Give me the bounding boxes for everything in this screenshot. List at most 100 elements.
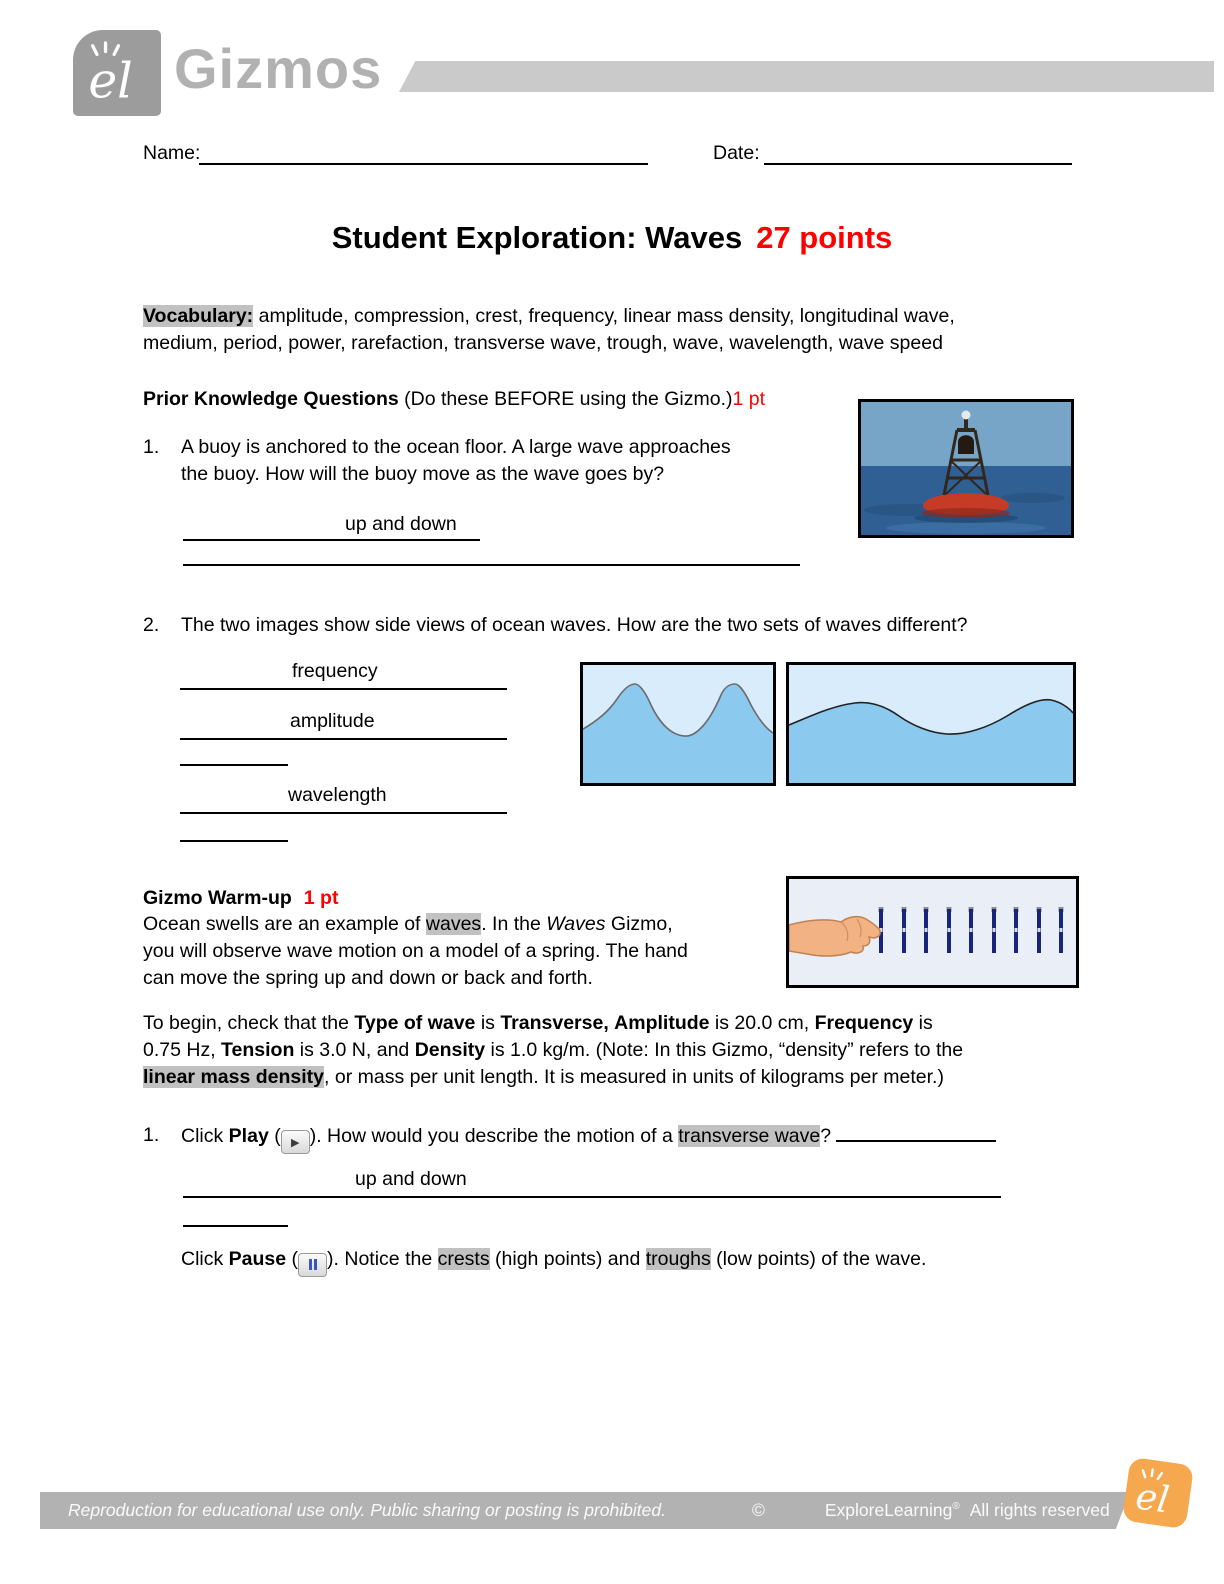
gizmos-brand: Gizmos: [174, 37, 383, 100]
vocabulary-paragraph: Vocabulary: amplitude, compression, cres…: [143, 303, 955, 357]
warmup-l1r5: Gizmo,: [605, 913, 673, 935]
pq-play-word: Play: [228, 1125, 269, 1147]
spring-hand-image: [788, 879, 1076, 985]
question2-number: 2.: [143, 614, 160, 636]
el-monogram-footer-text: el: [1133, 1474, 1172, 1521]
pause-instruction-line: Click Pause (). Notice the crests (high …: [181, 1246, 926, 1277]
question2-text: The two images show side views of ocean …: [181, 614, 968, 636]
pl-r8: (low points) of the wave.: [710, 1248, 927, 1270]
question1-text: A buoy is anchored to the ocean floor. A…: [181, 434, 731, 488]
gentle-waves-illustration: [788, 665, 1074, 783]
prior-points: 1 pt: [732, 388, 766, 410]
question1-answer-text: up and down: [345, 513, 457, 535]
question2-answer-amplitude: amplitude: [180, 708, 507, 740]
buoy-photo: [858, 399, 1074, 538]
footer-legal-text: Reproduction for educational use only. P…: [68, 1500, 666, 1520]
steep-waves-illustration: [582, 665, 774, 783]
title-main: Student Exploration: Waves: [331, 220, 743, 255]
play-question-number: 1.: [143, 1124, 160, 1146]
vocabulary-terms-1: amplitude, compression, crest, frequency…: [253, 305, 955, 327]
warmup-l1r1: Ocean swells are an example of: [143, 913, 426, 935]
question1-answer-line2: [183, 550, 800, 566]
pl-r3: (: [286, 1248, 299, 1270]
warmup-term-waves: waves: [425, 913, 482, 935]
name-label: Name:: [143, 142, 201, 164]
el-monogram-icon: el: [88, 41, 133, 109]
explorelearning-logo: el: [73, 30, 161, 116]
pq-r6: ?: [820, 1125, 832, 1147]
tb-type-of-wave: Type of wave: [354, 1012, 476, 1034]
el-monogram-footer-icon: el: [1133, 1468, 1172, 1521]
header-bar: [399, 61, 1214, 92]
page-title: Student Exploration: Waves 27 points: [0, 220, 1224, 256]
warmup-line3: can move the spring up and down or back …: [143, 967, 593, 989]
footer-rights: All rights reserved: [969, 1500, 1110, 1520]
wave-image-gentle: [786, 662, 1076, 786]
question2-answer-frequency: frequency: [180, 658, 507, 690]
question1-answer-line: up and down: [183, 511, 480, 541]
pl-troughs: troughs: [645, 1248, 711, 1270]
question2-blank-stub-2: [180, 828, 288, 842]
to-begin-line3: linear mass density, or mass per unit le…: [143, 1064, 963, 1091]
vocabulary-line2: medium, period, power, rarefaction, tran…: [143, 332, 943, 354]
pq-r1: Click: [181, 1125, 229, 1147]
question2-answer-wavelength: wavelength: [180, 782, 507, 814]
play-answer-stub: [183, 1213, 288, 1227]
pq-transverse-wave: transverse wave: [678, 1125, 821, 1147]
wave-image-steep: [580, 662, 776, 786]
pause-bar-1: [308, 1259, 312, 1271]
question1-line2: the buoy. How will the buoy move as the …: [181, 463, 665, 485]
question1-line1: A buoy is anchored to the ocean floor. A…: [181, 436, 731, 458]
el-monogram-text: el: [88, 53, 132, 109]
play-answer-line: up and down: [183, 1166, 1001, 1198]
date-blank-line: [764, 140, 1072, 165]
question2-blank-stub-1: [180, 752, 288, 766]
prior-subtext: (Do these BEFORE using the Gizmo.): [398, 388, 733, 410]
warmup-line1: Ocean swells are an example of waves. In…: [143, 911, 688, 938]
to-begin-line2: 0.75 Hz, Tension is 3.0 N, and Density i…: [143, 1037, 963, 1064]
warmup-l1r3: . In the: [481, 913, 547, 935]
tb-transverse: Transverse,: [500, 1012, 609, 1034]
tb-amplitude: Amplitude: [614, 1012, 710, 1034]
pause-bar-2: [313, 1259, 317, 1271]
pq-r4: ). How would you describe the motion of …: [309, 1125, 679, 1147]
name-blank-line: [199, 140, 648, 165]
buoy-photo-image: [861, 402, 1071, 535]
warmup-heading: Gizmo Warm-up 1 pt: [143, 885, 338, 912]
pl-pause-word: Pause: [228, 1248, 287, 1270]
tb-l1r9: is: [913, 1012, 933, 1034]
tb-l1r3: is: [475, 1012, 501, 1034]
pq-r3: (: [268, 1125, 281, 1147]
tb-l1r7: is 20.0 cm,: [709, 1012, 815, 1034]
vocabulary-label: Vocabulary:: [143, 305, 254, 327]
to-begin-paragraph: To begin, check that the Type of wave is…: [143, 1010, 963, 1091]
play-triangle-glyph: ▶: [290, 1137, 300, 1149]
tb-l2r1: 0.75 Hz,: [143, 1039, 222, 1061]
hand-shape: [788, 915, 881, 957]
pl-r6: (high points) and: [489, 1248, 646, 1270]
pl-crests: crests: [437, 1248, 490, 1270]
tb-l2r3: is 3.0 N, and: [294, 1039, 415, 1061]
title-points: 27 points: [756, 220, 893, 255]
date-label: Date:: [713, 142, 760, 164]
footer-copyright: ©: [751, 1500, 765, 1520]
footer-registered-mark: ®: [952, 1501, 960, 1513]
tb-tension: Tension: [221, 1039, 295, 1061]
footer-brand: ExploreLearning: [824, 1500, 953, 1520]
prior-knowledge-heading: Prior Knowledge Questions (Do these BEFO…: [143, 386, 765, 413]
tb-l3r2: , or mass per unit length. It is measure…: [324, 1066, 944, 1088]
pause-icon: [298, 1253, 328, 1277]
tb-l2r5: is 1.0 kg/m. (Note: In this Gizmo, “dens…: [485, 1039, 964, 1061]
answer-frequency-text: frequency: [292, 660, 378, 682]
play-answer-text: up and down: [355, 1168, 467, 1190]
play-question-blank: [836, 1122, 997, 1142]
pl-r4: ). Notice the: [327, 1248, 438, 1270]
play-question-line: Click Play ( ▶ ). How would you describe t…: [181, 1122, 997, 1154]
explorelearning-footer-logo: el: [1121, 1456, 1195, 1530]
play-icon: ▶: [280, 1130, 310, 1154]
warmup-gizmo-name: Waves: [546, 913, 606, 935]
tb-linear-mass-density: linear mass density: [143, 1066, 325, 1088]
spring-hand-illustration: [786, 876, 1079, 988]
prior-heading-text: Prior Knowledge Questions: [143, 388, 399, 410]
warmup-points: 1 pt: [303, 887, 339, 909]
